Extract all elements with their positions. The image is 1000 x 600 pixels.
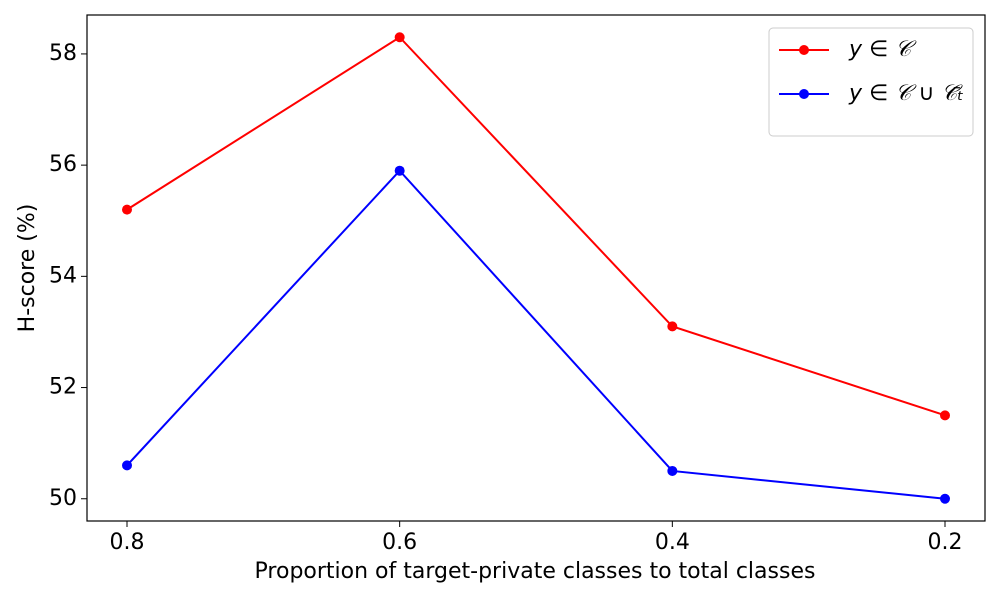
legend-marker: [799, 89, 809, 99]
point: [667, 465, 678, 476]
y-tick-label: 54: [49, 263, 77, 288]
series-line: [126, 35, 946, 417]
point: [394, 32, 405, 43]
series-line: [126, 169, 946, 500]
y-tick-label: 58: [49, 41, 77, 66]
legend-box: [768, 27, 974, 137]
point: [122, 204, 132, 215]
y-tick-label: 50: [49, 486, 77, 511]
point: [940, 493, 950, 504]
plot-frame: [86, 14, 986, 522]
x-tick-label: 0.2: [928, 530, 963, 555]
y-axis-label: H-score (%): [15, 204, 40, 333]
x-tick-label: 0.8: [110, 530, 145, 555]
y-tick-label: 56: [49, 152, 77, 177]
x-axis-label: Proportion of target-private classes to …: [255, 559, 816, 584]
point: [667, 321, 678, 332]
x-tick-label: 0.6: [382, 530, 417, 555]
x-tick-label: 0.4: [655, 530, 690, 555]
legend-marker: [799, 45, 809, 55]
point: [940, 410, 950, 421]
y-tick-label: 52: [49, 375, 77, 400]
point: [122, 460, 132, 471]
legend-label: y ∈ 𝒞: [848, 37, 917, 62]
legend-label: y ∈ 𝒞 ∪ 𝒞̄ₜ: [848, 81, 964, 106]
point: [394, 165, 405, 176]
